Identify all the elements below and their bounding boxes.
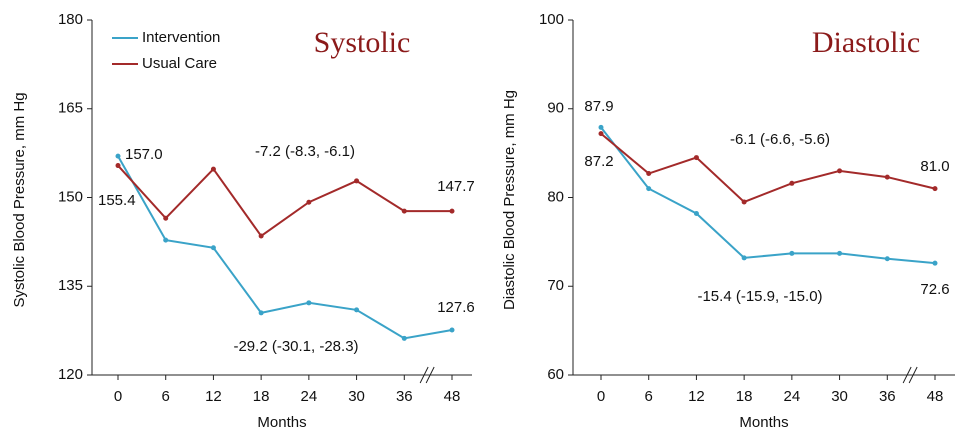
point [932,186,938,192]
x-tick-label: 24 [784,388,801,405]
point [741,199,747,205]
annotation: -15.4 (-15.9, -15.0) [697,288,822,305]
chart-title: Systolic [314,26,411,59]
legend-label: Usual Care [142,55,217,72]
x-tick-label: 0 [114,388,122,405]
y-tick-label: 90 [547,100,564,117]
point [741,255,747,261]
y-tick-label: 70 [547,277,564,294]
x-tick-label: 18 [253,388,270,405]
point [210,245,216,251]
series-line [600,126,936,265]
x-tick-label: 24 [301,388,318,405]
chart-title: Diastolic [812,26,920,59]
y-tick-label: 120 [58,366,83,383]
point [932,260,938,266]
y-tick-label: 165 [58,100,83,117]
annotation: 157.0 [125,146,163,163]
point [837,168,843,174]
series-line [117,155,453,340]
x-axis-label: Months [257,414,306,431]
point [449,327,455,333]
annotation: -7.2 (-8.3, -6.1) [255,143,355,160]
point [449,208,455,214]
y-axis-label: Diastolic Blood Pressure, mm Hg [501,90,518,310]
point [884,256,890,262]
point [646,186,652,192]
point [306,199,312,205]
x-tick-label: 36 [396,388,413,405]
y-tick-label: 80 [547,188,564,205]
point [163,237,169,243]
annotation: -29.2 (-30.1, -28.3) [233,338,358,355]
annotation: -6.1 (-6.6, -5.6) [730,131,830,148]
point [115,163,121,169]
x-tick-label: 6 [162,388,170,405]
point [354,178,360,184]
point [258,310,264,316]
point [306,300,312,306]
point [258,233,264,239]
series-line [117,164,452,238]
annotation: 87.9 [584,98,613,115]
point [837,250,843,256]
y-axis-label: Systolic Blood Pressure, mm Hg [11,92,28,307]
point [693,210,699,216]
x-tick-label: 36 [879,388,896,405]
point [401,335,407,341]
x-tick-label: 12 [688,388,705,405]
y-tick-label: 100 [539,11,564,28]
x-tick-label: 30 [831,388,848,405]
x-tick-label: 48 [927,388,944,405]
point [646,171,652,177]
point [598,124,604,130]
x-tick-label: 0 [597,388,605,405]
point [884,174,890,180]
point [210,166,216,172]
point [789,180,795,186]
annotation: 147.7 [437,178,475,195]
y-tick-label: 180 [58,11,83,28]
point [789,250,795,256]
x-tick-label: 12 [205,388,222,405]
annotation: 81.0 [920,158,949,175]
annotation: 87.2 [584,153,613,170]
x-axis-label: Months [739,414,788,431]
point [354,307,360,313]
y-tick-label: 135 [58,277,83,294]
x-tick-label: 30 [348,388,365,405]
x-tick-label: 48 [444,388,461,405]
x-tick-label: 18 [736,388,753,405]
point [693,155,699,161]
y-tick-label: 60 [547,366,564,383]
y-tick-label: 150 [58,188,83,205]
annotation: 127.6 [437,299,475,316]
legend-label: Intervention [142,29,220,46]
point [598,131,604,137]
annotation: 155.4 [98,192,136,209]
annotation: 72.6 [920,281,949,298]
point [401,208,407,214]
x-tick-label: 6 [645,388,653,405]
axis-break [902,366,918,384]
point [163,215,169,221]
point [115,153,121,159]
series-line [600,132,936,204]
axis-break [419,366,435,384]
